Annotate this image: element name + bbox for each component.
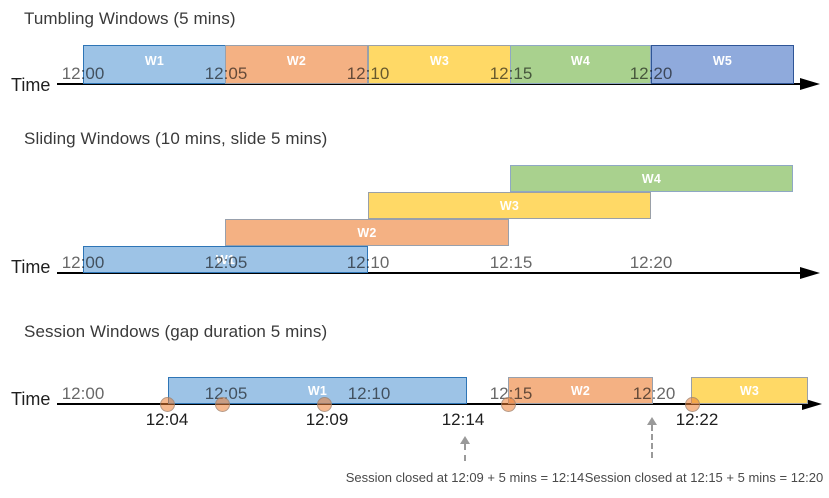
window-label: W4 xyxy=(641,171,662,186)
sliding-tick-1210: 12:10 xyxy=(346,253,390,272)
session-tick-1205: 12:05 xyxy=(204,384,248,403)
session-tick-1200: 12:00 xyxy=(61,384,105,403)
session-close-arrow-icon xyxy=(647,417,657,425)
sliding-timeline-arrow-icon xyxy=(800,267,820,279)
tumbling-tick-1210: 12:10 xyxy=(346,64,390,83)
window-label: W3 xyxy=(499,198,520,213)
sliding-tick-1205: 12:05 xyxy=(204,253,248,272)
window-label: W3 xyxy=(739,383,760,398)
session-event-label-1214: 12:14 xyxy=(441,410,485,429)
session-timeline xyxy=(57,403,802,405)
tumbling-timeline xyxy=(57,83,802,85)
session-close-annotation-2: Session closed at 12:15 + 5 mins = 12:20 xyxy=(584,470,824,485)
window-label: W1 xyxy=(307,383,328,398)
tumbling-window-bar-w4: W4 xyxy=(510,45,651,84)
window-label: W1 xyxy=(215,252,236,267)
event-dot-1222 xyxy=(685,397,700,412)
event-dot-1209 xyxy=(317,397,332,412)
tumbling-tick-1200: 12:00 xyxy=(61,64,105,83)
event-dot-1204 xyxy=(160,397,175,412)
window-label: W4 xyxy=(570,54,591,68)
window-label: W5 xyxy=(712,54,733,68)
session-event-label-1209: 12:09 xyxy=(305,410,349,429)
session-tick-1215: 12:15 xyxy=(489,384,533,403)
window-label: W1 xyxy=(144,54,165,68)
tumbling-window-bar-w3: W3 xyxy=(368,45,511,84)
tumbling-timeline-arrow-icon xyxy=(800,78,820,90)
session-window-bar-w2: W2 xyxy=(508,377,653,404)
window-label: W3 xyxy=(429,54,450,68)
session-event-label-1204: 12:04 xyxy=(145,410,189,429)
event-dot-1205 xyxy=(215,397,230,412)
tumbling-window-bar-w2: W2 xyxy=(225,45,368,84)
session-close-arrow-shaft xyxy=(464,444,466,461)
session-close-arrow-icon xyxy=(460,436,470,444)
sliding-time-axis-label: Time xyxy=(11,257,51,277)
session-window-bar-w3: W3 xyxy=(691,377,808,404)
tumbling-tick-1220: 12:20 xyxy=(629,64,673,83)
tumbling-window-bar-w1: W1 xyxy=(83,45,226,84)
sliding-window-bar-w1: W1 xyxy=(83,246,368,273)
session-event-label-1222: 12:22 xyxy=(675,410,719,429)
session-time-axis-label: Time xyxy=(11,389,51,409)
tumbling-title: Tumbling Windows (5 mins) xyxy=(24,9,236,28)
tumbling-window-bar-w5: W5 xyxy=(651,45,794,84)
session-tick-1210: 12:10 xyxy=(347,384,391,403)
window-label: W2 xyxy=(570,383,591,398)
sliding-window-bar-w3: W3 xyxy=(368,192,651,219)
sliding-title: Sliding Windows (10 mins, slide 5 mins) xyxy=(24,129,328,148)
session-close-annotation-1: Session closed at 12:09 + 5 mins = 12:14 xyxy=(345,470,585,485)
tumbling-tick-1215: 12:15 xyxy=(489,64,533,83)
sliding-window-bar-w4: W4 xyxy=(510,165,793,192)
sliding-timeline xyxy=(57,272,802,274)
sliding-tick-1200: 12:00 xyxy=(61,253,105,272)
tumbling-tick-1205: 12:05 xyxy=(204,64,248,83)
session-tick-1220: 12:20 xyxy=(632,384,676,403)
sliding-tick-1215: 12:15 xyxy=(489,253,533,272)
window-label: W2 xyxy=(357,225,377,240)
window-label: W2 xyxy=(286,54,307,68)
session-title: Session Windows (gap duration 5 mins) xyxy=(24,322,328,341)
event-dot-1215 xyxy=(501,397,516,412)
sliding-tick-1220: 12:20 xyxy=(629,253,673,272)
session-close-arrow-shaft xyxy=(651,425,653,458)
tumbling-time-axis-label: Time xyxy=(11,75,51,95)
sliding-window-bar-w2: W2 xyxy=(225,219,509,246)
